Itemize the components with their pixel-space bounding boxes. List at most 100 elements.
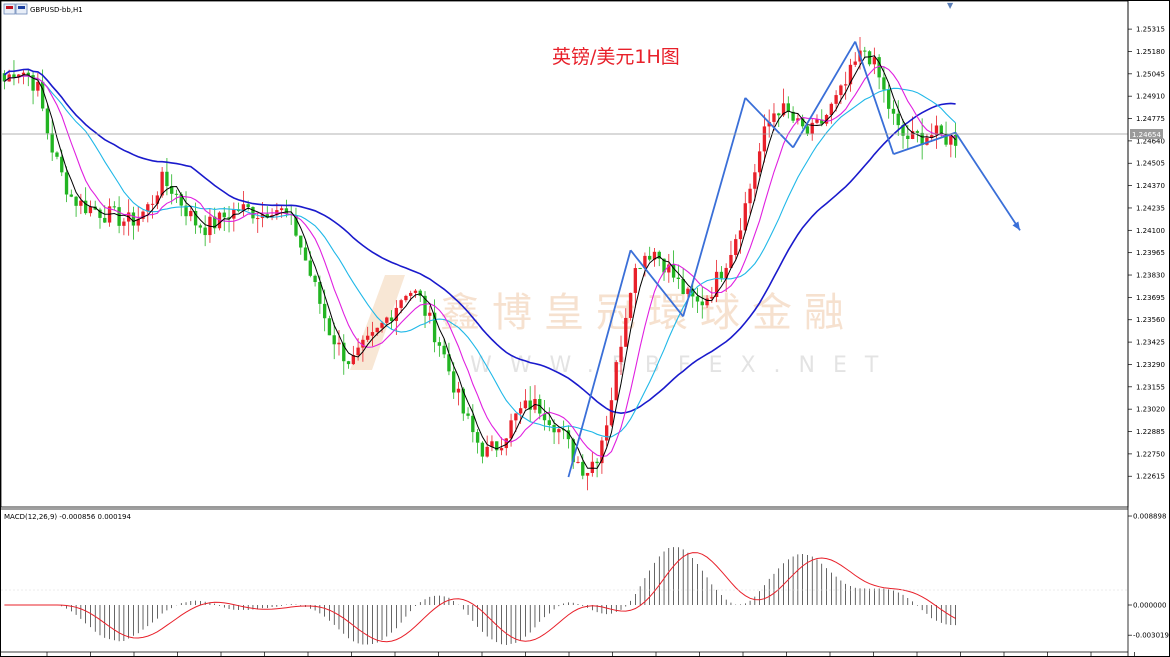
candle xyxy=(380,321,384,333)
candle xyxy=(241,190,246,217)
ma-slow-line xyxy=(4,75,956,438)
price-pane[interactable]: 鑫博皇冠環球金融 WWW.BBFEX.NET 英镑/美元1H图 GBPUSD-b… xyxy=(0,0,1129,508)
price-tick-label: 1.22615 xyxy=(1136,473,1165,481)
candle xyxy=(657,250,661,267)
price-tick-label: 1.23560 xyxy=(1136,316,1165,324)
candle xyxy=(925,133,929,146)
candle xyxy=(203,215,207,247)
candle xyxy=(781,88,786,117)
trend-arrow xyxy=(629,249,684,317)
candle xyxy=(437,336,442,357)
candle xyxy=(50,119,54,161)
price-tick-label: 1.24370 xyxy=(1136,182,1165,190)
candle xyxy=(475,429,480,454)
candle xyxy=(619,335,623,376)
candle xyxy=(681,268,685,295)
candle xyxy=(571,437,575,469)
candle xyxy=(361,335,365,362)
candle xyxy=(17,73,21,84)
candle xyxy=(370,321,375,347)
chart-title: 英镑/美元1H图 xyxy=(552,46,680,68)
projection-arrow xyxy=(954,132,1021,231)
candle xyxy=(36,72,40,97)
candle xyxy=(757,143,762,177)
candle xyxy=(452,362,456,399)
candle xyxy=(55,151,59,160)
candle xyxy=(122,218,126,236)
candle xyxy=(667,253,671,283)
candle xyxy=(724,263,728,293)
candle xyxy=(294,207,298,238)
candle xyxy=(26,69,30,87)
candle xyxy=(772,103,776,131)
ma-mid-line xyxy=(4,65,956,457)
candle xyxy=(332,322,336,360)
candle xyxy=(843,71,848,100)
candle xyxy=(79,193,83,215)
candle xyxy=(867,50,872,67)
candle xyxy=(342,334,346,375)
candle xyxy=(404,294,408,303)
candle xyxy=(117,196,121,234)
candle xyxy=(872,47,877,75)
candle xyxy=(69,189,73,198)
candle xyxy=(614,360,618,401)
candle xyxy=(64,166,69,203)
candle xyxy=(743,191,747,234)
price-tick-label: 1.24235 xyxy=(1136,204,1165,212)
candle xyxy=(590,452,595,477)
time-axis xyxy=(1,651,1135,656)
candle xyxy=(313,274,317,287)
candle xyxy=(83,187,88,215)
trend-arrow xyxy=(893,131,956,155)
price-tick-label: 1.25180 xyxy=(1136,48,1165,56)
macd-pane[interactable]: MACD(12,26,9) -0.000856 0.000194 xyxy=(1,508,1128,645)
candle xyxy=(600,436,604,474)
candle xyxy=(566,425,571,449)
candle xyxy=(877,54,881,90)
candle xyxy=(791,106,795,123)
candle xyxy=(213,207,217,234)
price-tick-label: 1.23155 xyxy=(1136,383,1165,391)
candle xyxy=(490,435,494,452)
scroll-marker-icon[interactable]: ▼ xyxy=(947,1,954,10)
candle xyxy=(256,212,260,233)
trend-arrow xyxy=(744,97,794,149)
candle xyxy=(174,189,179,203)
candle xyxy=(2,70,7,90)
candle xyxy=(88,200,93,217)
arrow-head-icon xyxy=(1012,221,1020,231)
ma-fast-line xyxy=(4,55,956,469)
candle xyxy=(628,292,633,321)
watermark-en: WWW.BBFEX.NET xyxy=(470,353,896,378)
candle xyxy=(624,308,628,347)
candle xyxy=(953,122,958,158)
candle xyxy=(557,426,561,445)
candle xyxy=(542,400,547,431)
current-price-tag: 1.24654 xyxy=(1130,129,1163,139)
candle xyxy=(705,295,709,308)
price-tick-label: 1.25045 xyxy=(1136,70,1165,78)
candle xyxy=(480,441,485,464)
price-tick-label: 1.24775 xyxy=(1136,115,1165,123)
candle xyxy=(155,191,160,210)
candle xyxy=(432,299,437,353)
candle xyxy=(585,472,590,491)
candle xyxy=(796,112,800,125)
candle xyxy=(112,201,117,211)
candle xyxy=(471,404,475,443)
candle xyxy=(523,389,528,410)
candle xyxy=(633,263,638,308)
candle xyxy=(45,103,50,140)
candle xyxy=(762,114,767,163)
candle xyxy=(714,259,719,303)
candle xyxy=(299,235,303,255)
price-tick-label: 1.22885 xyxy=(1136,428,1165,436)
candle xyxy=(949,133,953,158)
symbol-label-group: GBPUSD-bb,H1 xyxy=(3,3,83,15)
candle xyxy=(485,435,489,458)
candle xyxy=(413,288,418,298)
candle xyxy=(31,70,35,105)
candle xyxy=(193,202,198,234)
